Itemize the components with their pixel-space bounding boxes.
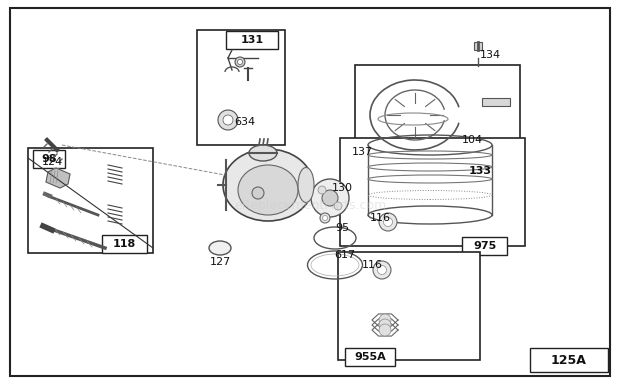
Text: 116: 116 [370,213,391,223]
Bar [33,150,65,168]
Ellipse shape [209,241,231,255]
Ellipse shape [238,165,298,215]
Bar [197,30,285,145]
Circle shape [379,213,397,231]
Circle shape [379,314,391,326]
Text: 127: 127 [210,257,231,267]
Bar [340,138,525,246]
Circle shape [237,60,242,65]
Text: 116: 116 [362,260,383,270]
Text: 125A: 125A [551,353,587,366]
Circle shape [223,115,233,125]
Circle shape [379,324,391,336]
Ellipse shape [223,149,313,221]
Bar [462,237,507,255]
Text: 104: 104 [461,135,482,145]
Circle shape [378,265,386,275]
Text: 124: 124 [42,157,63,167]
Text: 617: 617 [334,250,355,260]
Circle shape [218,110,238,130]
Text: 137: 137 [352,147,373,157]
Circle shape [318,186,326,194]
Text: 975: 975 [473,241,496,251]
Circle shape [322,215,327,220]
Bar [482,98,510,106]
Bar [458,162,503,180]
Ellipse shape [298,167,314,202]
Bar [140,12,415,352]
Circle shape [252,187,264,199]
Text: eReplacementParts.com: eReplacementParts.com [234,199,386,212]
Text: 130: 130 [332,183,353,193]
Text: 134: 134 [479,50,500,60]
Text: 118: 118 [113,239,136,249]
Text: 131: 131 [241,35,264,45]
Circle shape [320,213,330,223]
Text: 634: 634 [234,117,255,127]
Bar [28,148,153,253]
Text: 98: 98 [41,154,57,164]
Circle shape [322,190,338,206]
Bar [355,65,520,183]
Bar [530,348,608,372]
Circle shape [334,202,342,210]
Text: 955A: 955A [354,352,386,362]
Polygon shape [46,168,70,188]
Ellipse shape [311,179,349,217]
Circle shape [384,217,392,227]
Circle shape [235,57,245,67]
Bar [338,252,480,360]
Text: 133: 133 [469,166,492,176]
Bar [332,12,554,140]
Text: 95: 95 [335,223,349,233]
Bar [102,235,147,253]
Bar [474,42,482,50]
Bar [345,348,395,366]
Circle shape [373,261,391,279]
Ellipse shape [249,145,277,161]
Circle shape [379,319,391,331]
Bar [226,31,278,49]
